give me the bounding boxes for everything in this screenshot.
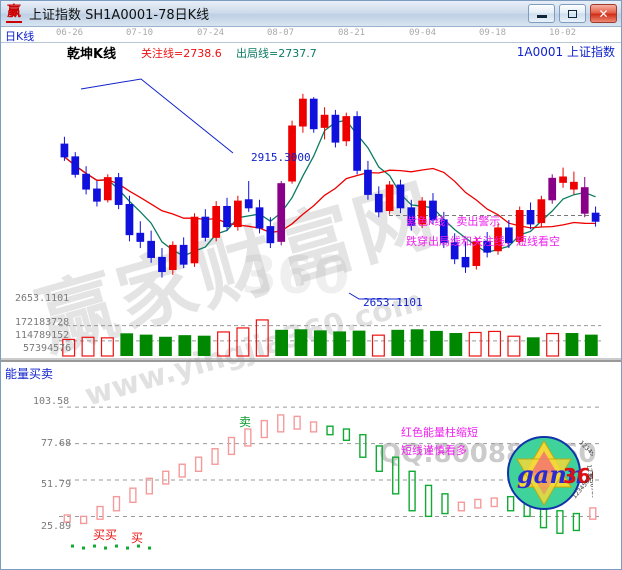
exit-line-label: 出局线=2737.7: [236, 47, 317, 60]
system-name-label: 乾坤K线: [67, 47, 117, 62]
date-tick: 10-02: [549, 28, 577, 38]
kline-mode-label[interactable]: 日K线: [5, 30, 35, 43]
maximize-icon: [560, 5, 585, 22]
window-title-bar: 赢 上证指数 SH1A0001-78日K线 ✕: [1, 1, 621, 27]
minimize-button[interactable]: [528, 4, 555, 23]
low-price-annotation: 2653.1101: [363, 296, 423, 309]
attention-line-label: 关注线=2738.6: [141, 47, 222, 60]
volume-chart-panel[interactable]: [1, 306, 622, 361]
volume-axis-label-mid: 114789152: [15, 330, 70, 341]
date-tick: 09-04: [409, 28, 437, 38]
header-divider: [1, 42, 621, 43]
indicator-axis-label-2: 77.68: [41, 438, 72, 449]
window-title: 上证指数 SH1A0001-78日K线: [29, 8, 210, 23]
price-chart-svg: [60, 78, 601, 300]
indicator-axis-label-1: 103.58: [33, 396, 70, 407]
minimize-icon: [529, 5, 554, 22]
sell-warning-note-line2: 跌穿出局线和关注线，短线看空: [406, 235, 560, 248]
date-tick: 07-10: [126, 28, 154, 38]
date-tick: 08-21: [338, 28, 366, 38]
buy-signal-label-1: 买买: [93, 528, 118, 542]
svg-text:gann: gann: [517, 460, 584, 489]
date-tick: 07-24: [197, 28, 225, 38]
indicator-chart-panel[interactable]: [1, 363, 622, 569]
date-tick: 09-18: [479, 28, 507, 38]
price-chart-panel[interactable]: [1, 57, 622, 306]
high-price-annotation: 2915.3000: [251, 151, 311, 164]
volume-axis-label-high: 172183728: [15, 317, 70, 328]
app-logo-icon: 赢: [6, 4, 22, 23]
buy-signal-label-2: 买: [131, 531, 144, 545]
price-axis-low-label: 2653.1101: [15, 293, 70, 304]
sell-signal-label: 卖: [239, 415, 252, 429]
date-tick: 06-26: [56, 28, 84, 38]
volume-axis-label-low: 57394576: [23, 343, 72, 354]
gann360-logo: gann 360 1234567890 1234567890 123456789…: [501, 425, 610, 517]
sell-warning-note-line1: 紫色k线，卖出警示: [406, 215, 501, 228]
close-button[interactable]: ✕: [590, 4, 617, 23]
window-controls: ✕: [528, 4, 617, 23]
maximize-button[interactable]: [559, 4, 586, 23]
instrument-label: 1A0001 上证指数: [516, 45, 615, 59]
indicator-axis-label-4: 25.89: [41, 521, 72, 532]
indicator-note-line2: 短线谨慎看多: [401, 444, 467, 457]
indicator-chart-svg: [59, 406, 601, 550]
panel-separator: [1, 360, 622, 362]
indicator-axis-label-3: 51.79: [41, 479, 72, 490]
indicator-title: 能量买卖: [5, 367, 54, 381]
date-axis: 06-26 07-10 07-24 08-07 08-21 09-04 09-1…: [1, 27, 621, 42]
indicator-note-line1: 红色能量柱缩短: [401, 426, 478, 439]
date-tick: 08-07: [267, 28, 295, 38]
volume-chart-svg: [1, 319, 622, 360]
close-icon: ✕: [598, 6, 609, 21]
